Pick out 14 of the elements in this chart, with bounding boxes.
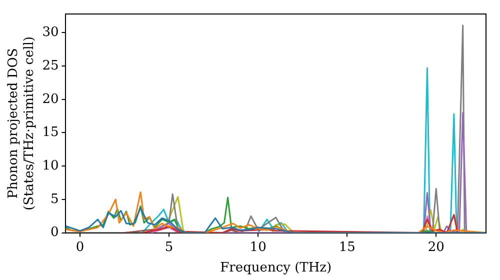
x-tick-label: 20	[428, 240, 444, 255]
x-tick-label: 5	[164, 240, 174, 255]
y-tick-label: 30	[42, 25, 59, 40]
x-tick-label: 0	[76, 240, 84, 255]
y-tick-label: 15	[42, 125, 59, 140]
y-axis-title: Phonon projected DOS (States/THz·primitive cell)	[6, 36, 37, 210]
x-tick-label: 15	[338, 240, 356, 255]
x-axis-title: Frequency (THz)	[220, 260, 332, 276]
y-tick-label: 10	[42, 158, 59, 174]
y-tick-label: 20	[42, 92, 59, 107]
y-tick-label: 0	[50, 225, 59, 240]
y-tick-label: 5	[50, 192, 59, 207]
x-tick-label: 10	[250, 240, 266, 255]
y-tick-label: 25	[42, 58, 59, 74]
